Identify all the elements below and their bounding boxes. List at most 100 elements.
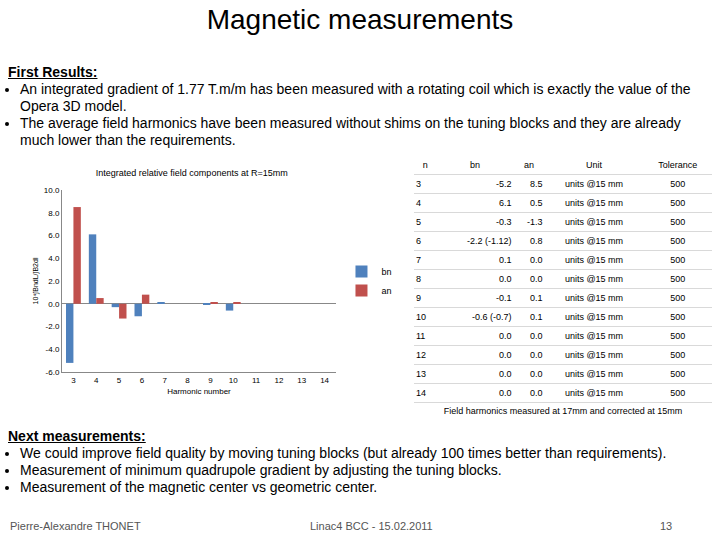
- html-text:0.0: 0.0: [499, 331, 512, 341]
- html-text:-2.2 (-1.12): -2.2 (-1.12): [467, 236, 512, 246]
- html-text:units @15 mm: units @15 mm: [565, 369, 624, 379]
- html-text:11: 11: [416, 331, 426, 341]
- html-text:10: 10: [416, 312, 426, 322]
- html-text:-1.3: -1.3: [527, 217, 543, 227]
- html-text:500: 500: [670, 236, 686, 246]
- svg-text:8.0: 8.0: [48, 209, 60, 218]
- html-text:Magnetic measurements: Magnetic measurements: [206, 4, 514, 35]
- html-text:First Results:: First Results:: [8, 64, 98, 80]
- html-text:0.5: 0.5: [530, 198, 543, 208]
- html-text:13: 13: [660, 520, 673, 532]
- html-text:6: 6: [416, 236, 421, 246]
- svg-text:6.0: 6.0: [48, 231, 60, 240]
- svg-text:4: 4: [94, 376, 99, 385]
- html-text:units @15 mm: units @15 mm: [565, 198, 624, 208]
- svg-text:-6.0: -6.0: [46, 368, 60, 377]
- svg-text:4.0: 4.0: [48, 254, 60, 263]
- svg-text:14: 14: [320, 376, 329, 385]
- svg-text:Integrated relative field comp: Integrated relative field components at …: [96, 168, 288, 178]
- html-text:4: 4: [416, 198, 421, 208]
- html-text:0.1: 0.1: [499, 255, 512, 265]
- html-text:units @15 mm: units @15 mm: [565, 312, 624, 322]
- html-text:-5.2: -5.2: [496, 179, 512, 189]
- html-text:Linac4 BCC - 15.02.2011: Linac4 BCC - 15.02.2011: [310, 520, 433, 532]
- html-text:3: 3: [416, 179, 421, 189]
- html-text:units @15 mm: units @15 mm: [565, 293, 624, 303]
- html-text:-0.6 (-0.7): -0.6 (-0.7): [472, 312, 512, 322]
- svg-text:11: 11: [252, 376, 261, 385]
- html-text:Measurement of minimum quadrup: Measurement of minimum quadrupole gradie…: [20, 462, 502, 478]
- html-text:0.1: 0.1: [530, 293, 543, 303]
- html-text:13: 13: [416, 369, 426, 379]
- svg-text:an: an: [381, 286, 391, 296]
- svg-text:8: 8: [185, 376, 190, 385]
- html-text:5: 5: [416, 217, 421, 227]
- html-text:Unit: Unit: [586, 160, 602, 170]
- html-text:0.0: 0.0: [530, 350, 543, 360]
- html-text:500: 500: [670, 293, 686, 303]
- html-text:Pierre-Alexandre THONET: Pierre-Alexandre THONET: [10, 520, 141, 532]
- html-text:500: 500: [670, 217, 686, 227]
- html-text:0.0: 0.0: [530, 369, 543, 379]
- html-text:0.0: 0.0: [530, 255, 543, 265]
- html-text:0.8: 0.8: [530, 236, 543, 246]
- svg-text:10.0: 10.0: [44, 186, 60, 195]
- html-text:0.0: 0.0: [499, 388, 512, 398]
- html-text:units @15 mm: units @15 mm: [565, 255, 624, 265]
- svg-text:-4.0: -4.0: [46, 345, 60, 354]
- html-text:500: 500: [670, 198, 686, 208]
- html-text:500: 500: [670, 255, 686, 265]
- html-text:units @15 mm: units @15 mm: [565, 217, 624, 227]
- svg-text:9: 9: [208, 376, 213, 385]
- html-text:6.1: 6.1: [499, 198, 512, 208]
- html-text:units @15 mm: units @15 mm: [565, 350, 624, 360]
- svg-text:Harmonic number: Harmonic number: [167, 387, 231, 396]
- svg-text:bn: bn: [381, 267, 391, 277]
- svg-text:3: 3: [71, 376, 76, 385]
- html-text:Tolerance: Tolerance: [658, 160, 698, 170]
- html-text:We could improve field quality: We could improve field quality by moving…: [20, 445, 667, 461]
- svg-text:10: 10: [229, 376, 238, 385]
- html-text:500: 500: [670, 274, 686, 284]
- html-text:Field harmonics measured at 17: Field harmonics measured at 17mm and cor…: [443, 406, 683, 416]
- html-text:-0.1: -0.1: [496, 293, 512, 303]
- html-text:500: 500: [670, 369, 686, 379]
- svg-text:2.0: 2.0: [48, 277, 60, 286]
- html-text:units @15 mm: units @15 mm: [565, 274, 624, 284]
- html-text:-0.3: -0.3: [496, 217, 512, 227]
- html-text:14: 14: [416, 388, 426, 398]
- html-text:an: an: [524, 160, 535, 170]
- svg-text:6: 6: [140, 376, 145, 385]
- html-text:An integrated gradient of 1.77: An integrated gradient of 1.77 T.m/m has…: [20, 81, 691, 114]
- svg-text:12: 12: [274, 376, 283, 385]
- html-text:0.0: 0.0: [499, 369, 512, 379]
- html-text:units @15 mm: units @15 mm: [565, 388, 624, 398]
- html-text:Next measurements:: Next measurements:: [8, 428, 146, 444]
- svg-text:0.0: 0.0: [48, 300, 60, 309]
- html-text:500: 500: [670, 312, 686, 322]
- html-text:Measurement of the magnetic ce: Measurement of the magnetic center vs ge…: [20, 479, 378, 495]
- svg-text:10⁴∫BndL/∫B2dl: 10⁴∫BndL/∫B2dl: [32, 257, 40, 304]
- html-text:0.1: 0.1: [530, 312, 543, 322]
- html-text:0.0: 0.0: [499, 274, 512, 284]
- html-text:units @15 mm: units @15 mm: [565, 331, 624, 341]
- html-text:500: 500: [670, 388, 686, 398]
- svg-text:7: 7: [163, 376, 168, 385]
- html-text:12: 12: [416, 350, 426, 360]
- html-text:8.5: 8.5: [530, 179, 543, 189]
- html-text:units @15 mm: units @15 mm: [565, 179, 624, 189]
- html-text:0.0: 0.0: [530, 331, 543, 341]
- html-text:The average field harmonics ha: The average field harmonics have been me…: [20, 115, 681, 148]
- svg-text:13: 13: [297, 376, 306, 385]
- html-text:500: 500: [670, 350, 686, 360]
- html-text:500: 500: [670, 179, 686, 189]
- html-text:0.0: 0.0: [530, 388, 543, 398]
- svg-text:5: 5: [117, 376, 122, 385]
- html-text:bn: bn: [469, 160, 480, 170]
- html-text:0.0: 0.0: [499, 350, 512, 360]
- html-text:n: n: [422, 160, 428, 170]
- html-text:500: 500: [670, 331, 686, 341]
- html-text:0.0: 0.0: [530, 274, 543, 284]
- svg-text:-2.0: -2.0: [46, 322, 60, 331]
- html-text:units @15 mm: units @15 mm: [565, 236, 624, 246]
